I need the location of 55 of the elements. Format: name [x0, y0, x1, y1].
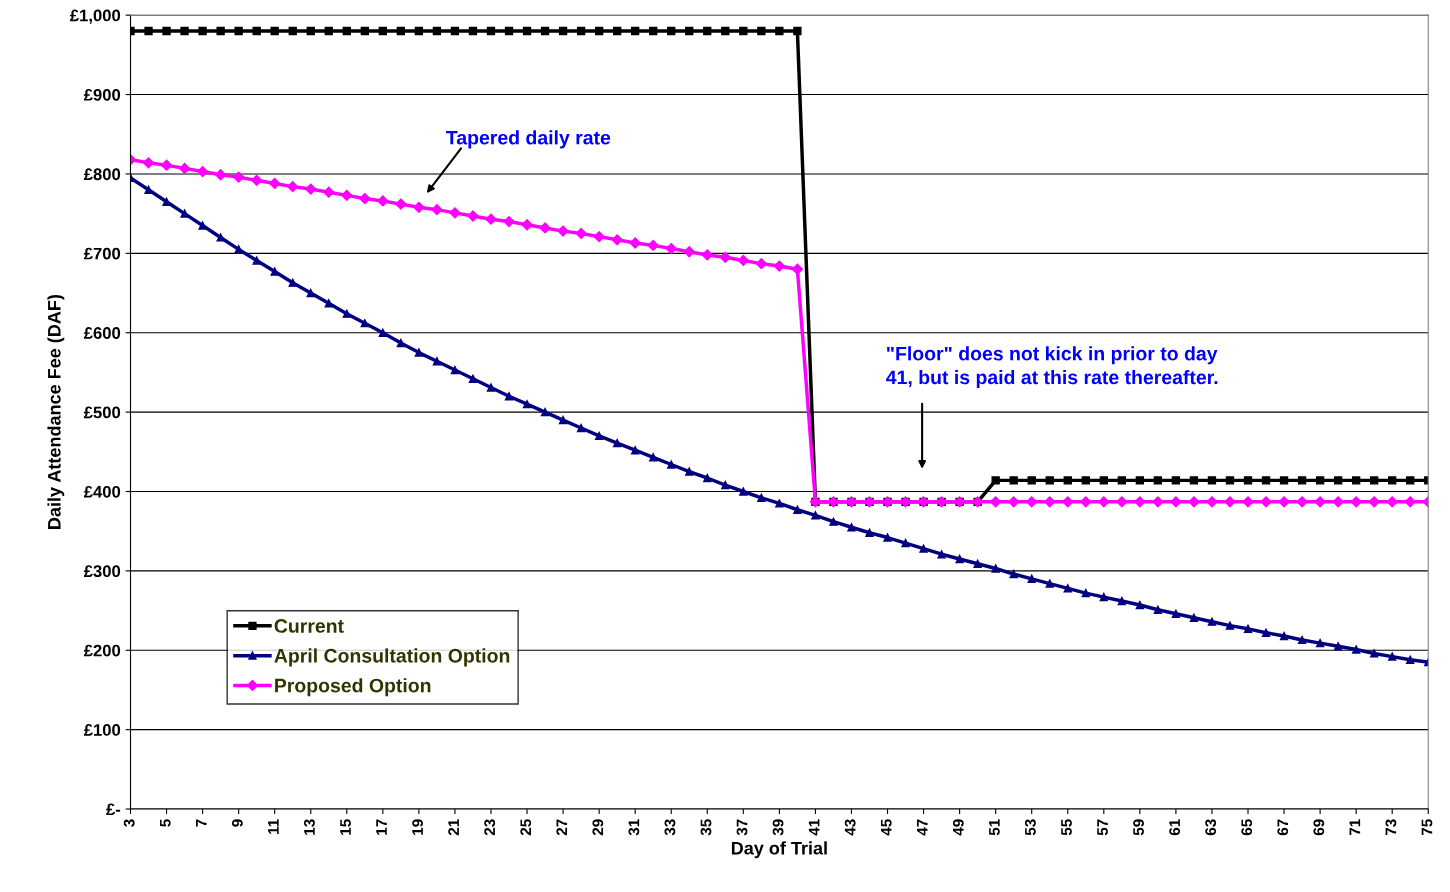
x-tick-label: 53: [1025, 819, 1036, 836]
x-tick-label: 59: [1133, 819, 1144, 836]
x-tick-label: 49: [952, 819, 964, 836]
y-tick-label: £200: [83, 644, 121, 657]
y-tick-label: £400: [83, 485, 121, 498]
x-tick-label: 15: [340, 819, 351, 835]
x-tick-label: 63: [1205, 819, 1217, 836]
x-tick-label: 71: [1349, 819, 1361, 836]
y-tick-label: £100: [83, 724, 121, 736]
x-tick-label: 47: [917, 819, 928, 836]
x-tick-label: 13: [304, 819, 315, 835]
y-tick-label: £300: [83, 565, 121, 578]
x-tick-label: 19: [412, 819, 423, 835]
x-tick-label: 35: [700, 819, 712, 836]
x-tick-label: 41: [808, 819, 820, 836]
x-tick-label: 61: [1169, 819, 1181, 836]
legend-label: Proposed Option: [275, 678, 431, 697]
x-tick-label: 17: [376, 819, 387, 835]
annotation: "Floor" does not kick in prior to day 41, but is paid at this rate thereafter.: [886, 346, 1218, 389]
x-tick-label: 11: [268, 819, 279, 834]
x-tick-label: 57: [1097, 819, 1108, 836]
annotation: Tapered daily rate: [446, 130, 611, 149]
legend-label: Current: [274, 619, 344, 633]
y-tick-label: £600: [83, 327, 121, 339]
x-tick-label: 67: [1277, 819, 1289, 836]
x-tick-label: 31: [628, 819, 640, 836]
x-tick-label: 45: [880, 819, 892, 836]
x-tick-label: 43: [844, 819, 856, 836]
x-tick-label: 23: [484, 819, 496, 836]
x-tick-label: 7: [196, 819, 207, 827]
legend-label: April Consultation Option: [274, 648, 510, 667]
x-tick-label: 55: [1061, 819, 1072, 836]
y-axis-title: Daily Attendance Fee (DAF): [47, 294, 65, 529]
x-tick-label: 27: [556, 819, 568, 836]
x-tick-label: 33: [664, 819, 676, 836]
x-axis-title: Day of Trial: [731, 841, 827, 859]
y-tick-label: £1,000: [69, 9, 121, 24]
x-tick-label: 21: [448, 819, 459, 836]
x-tick-label: 37: [736, 819, 748, 836]
x-tick-label: 65: [1241, 819, 1253, 836]
x-tick-label: 75: [1421, 819, 1433, 836]
x-tick-label: 5: [159, 819, 171, 827]
x-tick-label: 9: [231, 819, 243, 827]
x-tick-label: 51: [989, 819, 1000, 836]
x-tick-label: 69: [1313, 819, 1325, 836]
y-tick-label: £500: [83, 406, 121, 419]
y-tick-label: £900: [83, 88, 121, 101]
x-tick-label: 3: [123, 819, 135, 827]
y-tick-label: £700: [83, 247, 121, 260]
x-tick-label: 73: [1385, 819, 1397, 836]
x-tick-label: 39: [772, 819, 784, 836]
y-tick-label: £-: [106, 803, 121, 816]
x-tick-label: 29: [592, 819, 604, 836]
x-tick-label: 25: [520, 819, 532, 836]
y-tick-label: £800: [83, 168, 121, 181]
